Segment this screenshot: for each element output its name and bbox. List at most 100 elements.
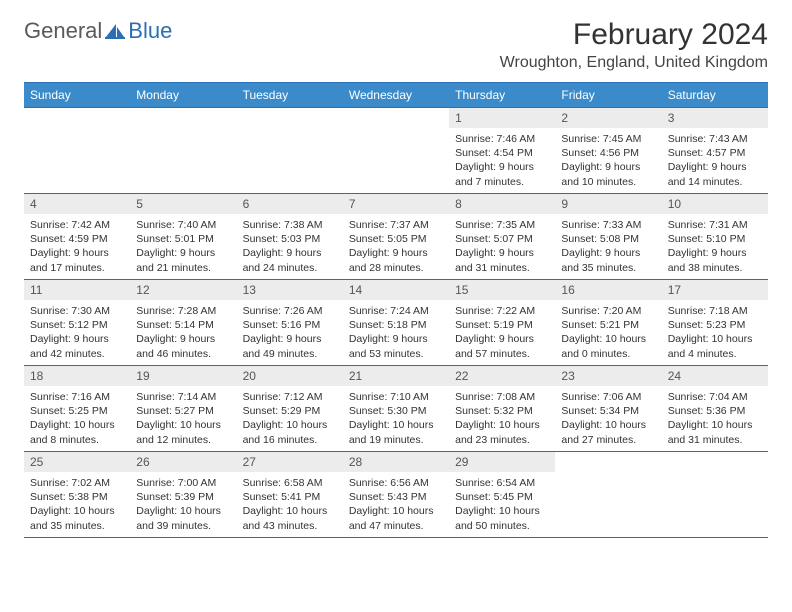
day-detail-line: and 23 minutes. <box>455 433 549 447</box>
day-details: Sunrise: 7:26 AMSunset: 5:16 PMDaylight:… <box>237 300 343 365</box>
day-detail-line: and 14 minutes. <box>668 175 762 189</box>
day-detail-line: and 50 minutes. <box>455 519 549 533</box>
day-detail-line: Sunrise: 7:40 AM <box>136 218 230 232</box>
day-detail-line: and 4 minutes. <box>668 347 762 361</box>
calendar-cell: 12Sunrise: 7:28 AMSunset: 5:14 PMDayligh… <box>130 280 236 366</box>
day-number: 10 <box>662 194 768 214</box>
day-detail-line: Sunrise: 7:12 AM <box>243 390 337 404</box>
day-detail-line: Sunset: 5:03 PM <box>243 232 337 246</box>
logo-sail-icon <box>104 22 126 40</box>
day-number: 27 <box>237 452 343 472</box>
day-details: Sunrise: 7:22 AMSunset: 5:19 PMDaylight:… <box>449 300 555 365</box>
day-number: 4 <box>24 194 130 214</box>
calendar-cell <box>662 452 768 538</box>
day-detail-line: Sunset: 4:54 PM <box>455 146 549 160</box>
day-details: Sunrise: 7:08 AMSunset: 5:32 PMDaylight:… <box>449 386 555 451</box>
day-detail-line: Daylight: 9 hours <box>455 246 549 260</box>
day-detail-line: Sunset: 5:39 PM <box>136 490 230 504</box>
day-details: Sunrise: 7:20 AMSunset: 5:21 PMDaylight:… <box>555 300 661 365</box>
weekday-header: Tuesday <box>237 83 343 108</box>
day-number: 19 <box>130 366 236 386</box>
day-details: Sunrise: 7:06 AMSunset: 5:34 PMDaylight:… <box>555 386 661 451</box>
calendar-week-row: 18Sunrise: 7:16 AMSunset: 5:25 PMDayligh… <box>24 366 768 452</box>
day-detail-line: Daylight: 9 hours <box>243 332 337 346</box>
day-detail-line: Daylight: 9 hours <box>561 246 655 260</box>
day-detail-line: Sunrise: 7:45 AM <box>561 132 655 146</box>
calendar-cell: 21Sunrise: 7:10 AMSunset: 5:30 PMDayligh… <box>343 366 449 452</box>
day-detail-line: Sunset: 5:25 PM <box>30 404 124 418</box>
day-detail-line: and 17 minutes. <box>30 261 124 275</box>
day-detail-line: Sunset: 5:30 PM <box>349 404 443 418</box>
day-details: Sunrise: 7:30 AMSunset: 5:12 PMDaylight:… <box>24 300 130 365</box>
day-details: Sunrise: 7:45 AMSunset: 4:56 PMDaylight:… <box>555 128 661 193</box>
page-title: February 2024 <box>500 18 768 52</box>
day-number: 16 <box>555 280 661 300</box>
calendar-cell <box>237 108 343 194</box>
day-number: 3 <box>662 108 768 128</box>
day-number: 26 <box>130 452 236 472</box>
weekday-header: Sunday <box>24 83 130 108</box>
calendar-cell: 13Sunrise: 7:26 AMSunset: 5:16 PMDayligh… <box>237 280 343 366</box>
day-details: Sunrise: 7:28 AMSunset: 5:14 PMDaylight:… <box>130 300 236 365</box>
day-number: 12 <box>130 280 236 300</box>
day-detail-line: and 0 minutes. <box>561 347 655 361</box>
calendar-cell: 3Sunrise: 7:43 AMSunset: 4:57 PMDaylight… <box>662 108 768 194</box>
day-detail-line: Sunrise: 7:04 AM <box>668 390 762 404</box>
day-detail-line: and 43 minutes. <box>243 519 337 533</box>
calendar-cell: 16Sunrise: 7:20 AMSunset: 5:21 PMDayligh… <box>555 280 661 366</box>
day-detail-line: Sunrise: 7:24 AM <box>349 304 443 318</box>
calendar-cell: 25Sunrise: 7:02 AMSunset: 5:38 PMDayligh… <box>24 452 130 538</box>
day-detail-line: Sunset: 5:29 PM <box>243 404 337 418</box>
day-detail-line: Sunrise: 7:18 AM <box>668 304 762 318</box>
day-detail-line: Sunrise: 7:43 AM <box>668 132 762 146</box>
weekday-header: Saturday <box>662 83 768 108</box>
calendar-cell <box>130 108 236 194</box>
day-number: 13 <box>237 280 343 300</box>
day-detail-line: and 47 minutes. <box>349 519 443 533</box>
calendar-table: Sunday Monday Tuesday Wednesday Thursday… <box>24 82 768 538</box>
calendar-cell: 11Sunrise: 7:30 AMSunset: 5:12 PMDayligh… <box>24 280 130 366</box>
day-detail-line: Daylight: 9 hours <box>30 246 124 260</box>
day-details: Sunrise: 7:42 AMSunset: 4:59 PMDaylight:… <box>24 214 130 279</box>
day-number: 24 <box>662 366 768 386</box>
logo-text-general: General <box>24 18 102 44</box>
calendar-cell: 5Sunrise: 7:40 AMSunset: 5:01 PMDaylight… <box>130 194 236 280</box>
day-detail-line: Sunset: 5:19 PM <box>455 318 549 332</box>
calendar-week-row: 11Sunrise: 7:30 AMSunset: 5:12 PMDayligh… <box>24 280 768 366</box>
day-details: Sunrise: 7:35 AMSunset: 5:07 PMDaylight:… <box>449 214 555 279</box>
day-detail-line: Sunrise: 7:30 AM <box>30 304 124 318</box>
day-number: 29 <box>449 452 555 472</box>
day-number: 23 <box>555 366 661 386</box>
day-number: 14 <box>343 280 449 300</box>
day-detail-line: Daylight: 9 hours <box>668 246 762 260</box>
day-detail-line: Sunset: 5:21 PM <box>561 318 655 332</box>
day-detail-line: Sunrise: 6:54 AM <box>455 476 549 490</box>
day-detail-line: Daylight: 10 hours <box>668 418 762 432</box>
day-detail-line: and 21 minutes. <box>136 261 230 275</box>
calendar-cell: 26Sunrise: 7:00 AMSunset: 5:39 PMDayligh… <box>130 452 236 538</box>
day-number: 6 <box>237 194 343 214</box>
day-detail-line: Daylight: 9 hours <box>136 246 230 260</box>
day-detail-line: Daylight: 10 hours <box>136 504 230 518</box>
calendar-week-row: 25Sunrise: 7:02 AMSunset: 5:38 PMDayligh… <box>24 452 768 538</box>
day-details: Sunrise: 7:10 AMSunset: 5:30 PMDaylight:… <box>343 386 449 451</box>
calendar-cell: 27Sunrise: 6:58 AMSunset: 5:41 PMDayligh… <box>237 452 343 538</box>
day-detail-line: Sunset: 5:36 PM <box>668 404 762 418</box>
day-detail-line: Sunrise: 7:35 AM <box>455 218 549 232</box>
day-detail-line: and 31 minutes. <box>668 433 762 447</box>
day-detail-line: Sunrise: 7:31 AM <box>668 218 762 232</box>
day-detail-line: Daylight: 10 hours <box>349 418 443 432</box>
day-detail-line: Sunrise: 7:16 AM <box>30 390 124 404</box>
day-detail-line: Sunrise: 7:08 AM <box>455 390 549 404</box>
day-detail-line: Daylight: 10 hours <box>243 504 337 518</box>
day-detail-line: and 57 minutes. <box>455 347 549 361</box>
day-detail-line: and 8 minutes. <box>30 433 124 447</box>
calendar-cell: 9Sunrise: 7:33 AMSunset: 5:08 PMDaylight… <box>555 194 661 280</box>
day-detail-line: and 24 minutes. <box>243 261 337 275</box>
calendar-cell: 8Sunrise: 7:35 AMSunset: 5:07 PMDaylight… <box>449 194 555 280</box>
day-number: 21 <box>343 366 449 386</box>
day-detail-line: Sunset: 5:07 PM <box>455 232 549 246</box>
title-block: February 2024 Wroughton, England, United… <box>500 18 768 72</box>
day-detail-line: Daylight: 9 hours <box>668 160 762 174</box>
day-detail-line: and 27 minutes. <box>561 433 655 447</box>
